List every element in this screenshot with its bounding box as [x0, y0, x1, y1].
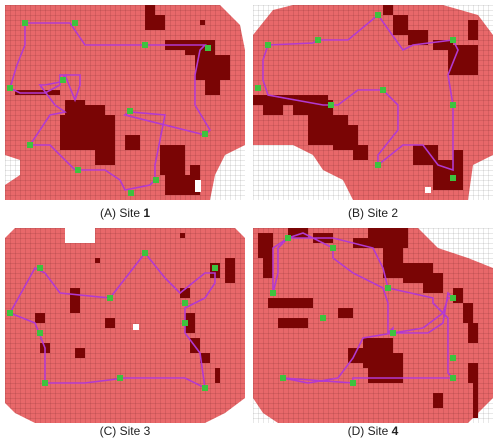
node-markers: [255, 12, 456, 181]
coverage-grid: [5, 228, 245, 423]
site-3-map: [5, 228, 245, 423]
panel-site-1: [5, 5, 245, 200]
panel-site-3: [5, 228, 245, 423]
node-markers: [7, 20, 211, 196]
site-4-map: [253, 228, 493, 423]
obstacles: [253, 5, 478, 190]
site-2-map: [253, 5, 493, 200]
caption-site-2: (B) Site 2: [347, 206, 399, 220]
obstacles: [15, 5, 230, 195]
caption-site-1: (A) Site 1: [99, 206, 151, 220]
white-gap: [195, 180, 201, 192]
panel-site-2: [253, 5, 493, 200]
white-hole: [133, 324, 139, 330]
obstacles: [258, 228, 478, 418]
white-notch: [65, 228, 95, 243]
caption-site-4: (D) Site 4: [347, 424, 399, 438]
node-markers: [7, 250, 218, 391]
robot-path: [9, 251, 216, 390]
panel-site-4: [253, 228, 493, 423]
caption-site-3: (C) Site 3: [99, 424, 151, 438]
node-markers: [270, 235, 456, 386]
white-gap: [425, 187, 431, 193]
coverage-grid: [5, 5, 245, 200]
site-1-map: [5, 5, 245, 200]
